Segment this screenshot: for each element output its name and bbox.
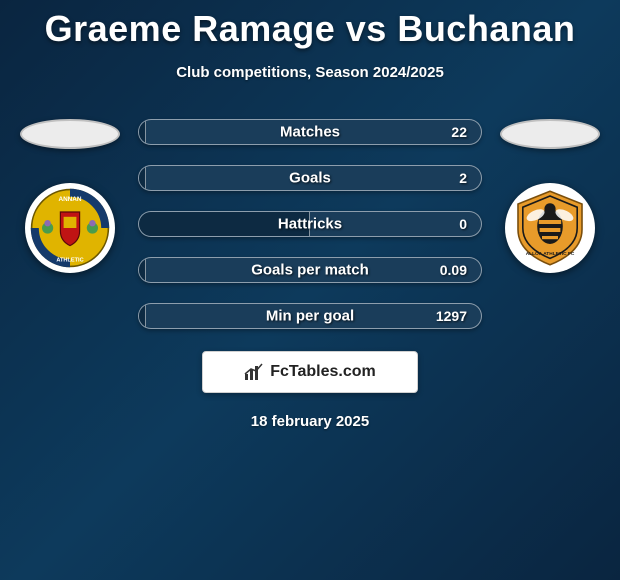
annan-athletic-crest-icon: ANNAN ATHLETIC (30, 188, 110, 268)
player-left-column: ANNAN ATHLETIC (20, 119, 120, 273)
stat-fill-left (139, 166, 146, 190)
stat-label: Goals (289, 170, 331, 187)
stat-label: Goals per match (251, 262, 369, 279)
club-badge-right: ALLOA ATHLETIC FC (505, 183, 595, 273)
brand-badge: FcTables.com (202, 351, 418, 393)
stat-label: Matches (280, 124, 340, 141)
svg-text:ANNAN: ANNAN (58, 196, 81, 203)
stat-value-right: 2 (459, 170, 467, 186)
stat-bar: Goals per match 0.09 (138, 257, 482, 283)
stat-value-right: 22 (451, 124, 467, 140)
stat-fill-left (139, 120, 146, 144)
brand-text: FcTables.com (270, 363, 376, 381)
club-badge-left: ANNAN ATHLETIC (25, 183, 115, 273)
svg-text:ATHLETIC: ATHLETIC (56, 258, 83, 264)
flag-left (20, 119, 120, 149)
stat-value-right: 0 (459, 216, 467, 232)
alloa-athletic-crest-icon: ALLOA ATHLETIC FC (510, 188, 590, 268)
stat-label: Hattricks (278, 216, 342, 233)
stat-fill-left (139, 304, 146, 328)
stat-fill-left (139, 258, 146, 282)
comparison-infographic: Graeme Ramage vs Buchanan Club competiti… (0, 0, 620, 430)
stat-bar: Goals 2 (138, 165, 482, 191)
comparison-row: ANNAN ATHLETIC Matches 22 Goals 2 Hattricks 0… (0, 119, 620, 329)
player-right-column: ALLOA ATHLETIC FC (500, 119, 600, 273)
stat-value-right: 1297 (436, 308, 467, 324)
stat-bars: Matches 22 Goals 2 Hattricks 0 Goals per match… (138, 119, 482, 329)
stat-bar: Min per goal 1297 (138, 303, 482, 329)
stat-value-right: 0.09 (440, 262, 467, 278)
stat-label: Min per goal (266, 308, 354, 325)
flag-right (500, 119, 600, 149)
svg-text:ALLOA ATHLETIC FC: ALLOA ATHLETIC FC (526, 251, 575, 257)
stat-bar: Matches 22 (138, 119, 482, 145)
date-line: 18 february 2025 (0, 413, 620, 430)
page-title: Graeme Ramage vs Buchanan (0, 8, 620, 50)
stat-bar: Hattricks 0 (138, 211, 482, 237)
subtitle: Club competitions, Season 2024/2025 (0, 64, 620, 81)
fctables-logo-icon (244, 362, 264, 382)
